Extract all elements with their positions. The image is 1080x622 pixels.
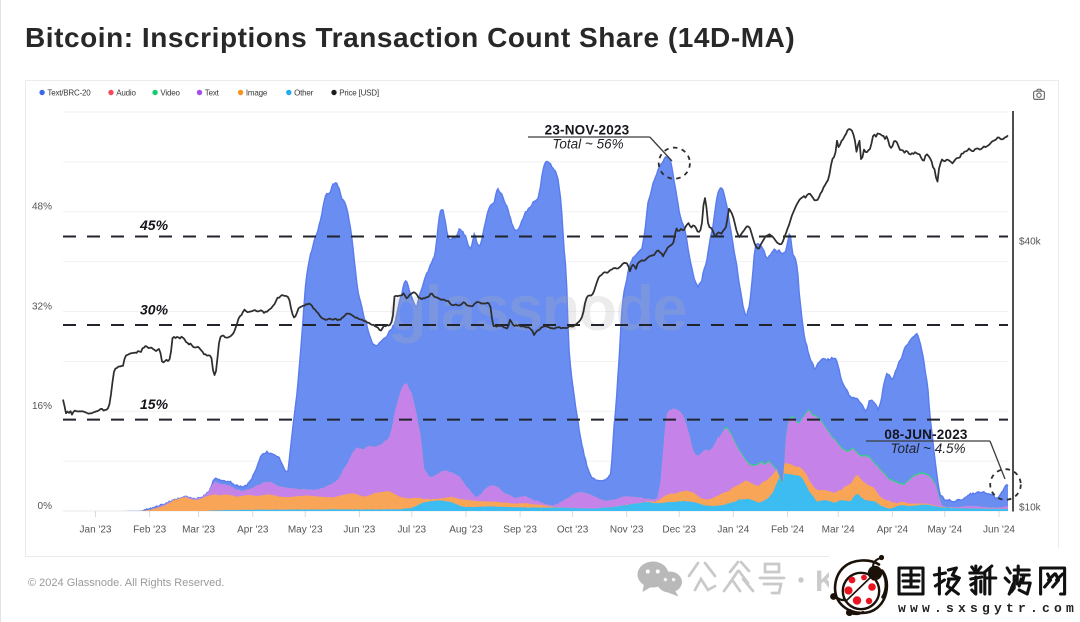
svg-text:May '23: May '23 <box>288 525 323 536</box>
svg-text:45%: 45% <box>139 217 169 233</box>
svg-text:Apr '24: Apr '24 <box>877 525 909 536</box>
svg-text:Jun '24: Jun '24 <box>983 525 1015 536</box>
svg-text:Text/BRC-20: Text/BRC-20 <box>47 88 91 97</box>
svg-text:Price [USD]: Price [USD] <box>339 88 379 97</box>
svg-text:08-JUN-2023: 08-JUN-2023 <box>884 427 968 442</box>
svg-text:Feb '24: Feb '24 <box>771 525 804 536</box>
svg-text:Apr '23: Apr '23 <box>237 525 269 536</box>
svg-text:www.sxsgytr.com: www.sxsgytr.com <box>898 601 1078 616</box>
svg-text:48%: 48% <box>32 202 52 213</box>
svg-text:Aug '23: Aug '23 <box>449 525 483 536</box>
svg-text:Video: Video <box>160 88 180 97</box>
svg-text:Sep '23: Sep '23 <box>503 525 537 536</box>
svg-text:23-NOV-2023: 23-NOV-2023 <box>545 122 630 137</box>
svg-text:32%: 32% <box>32 301 52 312</box>
svg-text:$40k: $40k <box>1019 237 1042 248</box>
svg-text:Jun '23: Jun '23 <box>343 525 375 536</box>
svg-text:Total ~ 4.5%: Total ~ 4.5% <box>891 441 966 456</box>
svg-text:16%: 16% <box>32 401 52 412</box>
svg-text:0%: 0% <box>38 501 53 512</box>
svg-text:Audio: Audio <box>116 88 136 97</box>
svg-text:glassnode: glassnode <box>388 274 686 344</box>
svg-text:Dec '23: Dec '23 <box>662 525 696 536</box>
svg-text:Oct '23: Oct '23 <box>557 525 589 536</box>
svg-text:Jan '24: Jan '24 <box>717 525 749 536</box>
svg-text:Text: Text <box>205 88 220 97</box>
svg-text:$10k: $10k <box>1019 503 1042 514</box>
svg-text:Image: Image <box>246 88 268 97</box>
svg-text:Nov '23: Nov '23 <box>610 525 644 536</box>
svg-text:Other: Other <box>294 88 314 97</box>
svg-text:Feb '23: Feb '23 <box>133 525 166 536</box>
svg-text:30%: 30% <box>140 302 169 318</box>
svg-text:May '24: May '24 <box>927 525 962 536</box>
svg-text:Mar '24: Mar '24 <box>822 525 855 536</box>
svg-text:Jul '23: Jul '23 <box>398 525 427 536</box>
svg-text:Mar '23: Mar '23 <box>182 525 215 536</box>
svg-text:Jan '23: Jan '23 <box>80 525 112 536</box>
svg-text:Total ~ 56%: Total ~ 56% <box>552 137 623 152</box>
svg-text:15%: 15% <box>140 396 169 412</box>
